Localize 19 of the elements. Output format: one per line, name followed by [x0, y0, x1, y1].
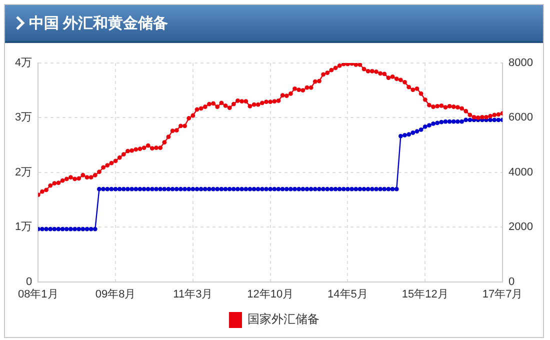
- x-tick-label: 12年10月: [247, 288, 294, 300]
- x-tick-label: 15年12月: [402, 288, 448, 300]
- y-tick-label: 0: [26, 276, 32, 288]
- y2-tick-label: 0: [508, 276, 515, 288]
- x-tick-label: 17年7月: [482, 288, 523, 300]
- x-tick-label: 14年5月: [328, 288, 368, 300]
- y-tick-label: 4万: [14, 57, 32, 70]
- x-tick-label: 09年8月: [95, 288, 136, 300]
- x-tick-label: 08年1月: [18, 288, 58, 300]
- y-tick-label: 1万: [14, 221, 32, 234]
- y2-tick-label: 6000: [508, 112, 534, 124]
- chart-title: 中国 外汇和黄金储备: [29, 14, 168, 32]
- y-tick-label: 2万: [14, 166, 32, 178]
- legend-label: 国家外汇储备: [248, 311, 320, 328]
- y2-tick-label: 2000: [508, 221, 534, 234]
- x-tick-label: 11年3月: [173, 288, 213, 300]
- y2-tick-label: 4000: [508, 166, 534, 178]
- y2-tick-label: 8000: [508, 57, 534, 70]
- y-tick-label: 3万: [14, 112, 32, 124]
